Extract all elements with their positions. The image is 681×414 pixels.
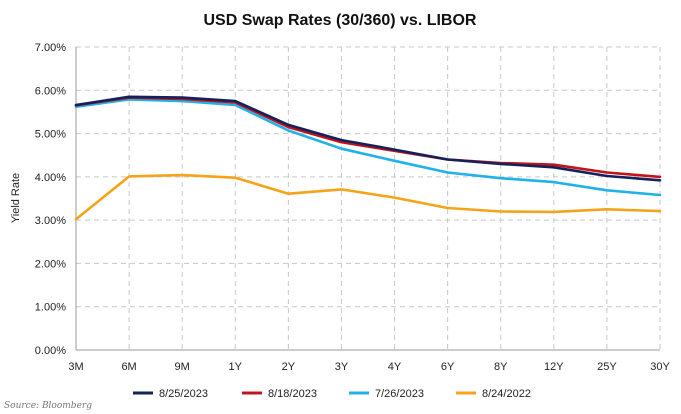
x-tick-label: 12Y [544, 361, 564, 373]
x-tick-label: 8Y [494, 361, 508, 373]
legend-label: 8/18/2023 [268, 388, 317, 400]
y-tick-label: 1.00% [35, 302, 66, 314]
x-tick-label: 25Y [597, 361, 617, 373]
series-line [74, 96, 662, 179]
x-tick-label: 3M [68, 361, 83, 373]
y-tick-label: 4.00% [35, 172, 66, 184]
x-tick-label: 9M [175, 361, 190, 373]
legend-label: 7/26/2023 [375, 388, 424, 400]
legend-label: 8/24/2022 [482, 388, 531, 400]
x-tick-label: 2Y [282, 361, 296, 373]
y-tick-label: 2.00% [35, 258, 66, 270]
legend-label: 8/25/2023 [159, 388, 208, 400]
source-note: Source: Bloomberg [4, 401, 92, 411]
series-lines [74, 95, 662, 221]
y-tick-label: 3.00% [35, 215, 66, 227]
x-tick-label: 3Y [335, 361, 349, 373]
y-tick-label: 7.00% [35, 42, 66, 54]
legend: 8/25/2023 8/18/2023 7/26/2023 8/24/2022 [133, 388, 531, 400]
series-line [74, 173, 662, 221]
series-line [74, 98, 662, 197]
x-axis-ticks: 3M 6M 9M 1Y 2Y 3Y 4Y 6Y 8Y 12Y 25Y 30Y [68, 361, 670, 373]
y-axis-label: Yield Rate [10, 173, 22, 223]
x-tick-label: 1Y [229, 361, 243, 373]
y-axis-ticks: 0.00% 1.00% 2.00% 3.00% 4.00% 5.00% 6.00% 7.00% [35, 42, 66, 357]
x-tick-label: 6M [121, 361, 136, 373]
x-tick-label: 30Y [650, 361, 670, 373]
x-tick-label: 4Y [388, 361, 402, 373]
chart-grid [75, 46, 661, 351]
y-tick-label: 0.00% [35, 345, 66, 357]
series-line [74, 95, 662, 182]
y-tick-label: 5.00% [35, 129, 66, 141]
y-tick-label: 6.00% [35, 85, 66, 97]
chart-title: USD Swap Rates (30/360) vs. LIBOR [204, 12, 477, 29]
x-tick-label: 6Y [441, 361, 455, 373]
